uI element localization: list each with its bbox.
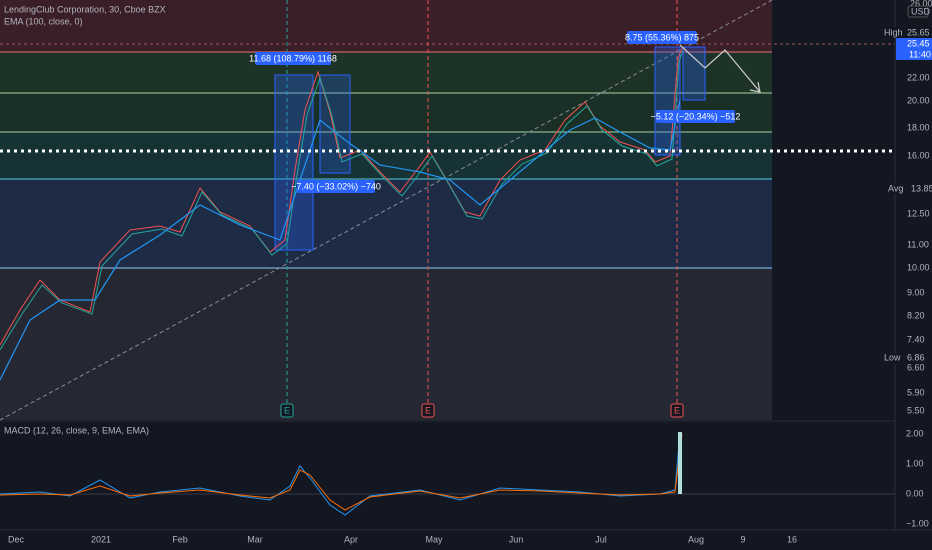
time-label: Jul: [595, 534, 607, 544]
price-label: 9.00: [907, 287, 925, 297]
macd-label: 2.00: [906, 428, 924, 438]
event-marker: [280, 403, 294, 418]
measure-label: 11.68 (108.79%) 1168: [249, 53, 337, 63]
measure-label-box: [297, 180, 375, 193]
price-label: 26.00: [910, 0, 932, 8]
macd-label: 0.00: [906, 488, 924, 498]
price-label: 18.00: [907, 122, 930, 132]
arrow-head: [749, 81, 761, 93]
measure-box: [682, 46, 706, 101]
currency-box: [907, 5, 929, 18]
zone-blue: [0, 179, 772, 268]
macd-line: [0, 431, 681, 516]
time-label: Mar: [247, 534, 263, 544]
high-value: 25.65: [907, 27, 930, 37]
price-label: 11.00: [907, 239, 929, 249]
time-label: 16: [787, 534, 797, 544]
measure-label-box: [255, 52, 331, 65]
macd-title: MACD (12, 26, close, 9, EMA, EMA): [4, 425, 149, 435]
high-label: High: [884, 27, 903, 37]
time-label: May: [425, 534, 443, 544]
zone-green-1: [0, 52, 772, 93]
event-label: E: [674, 405, 680, 415]
last-time: 11:40: [909, 49, 931, 59]
price-line-alt: [0, 49, 684, 351]
time-label: Feb: [172, 534, 188, 544]
indicator-title: EMA (100, close, 0): [4, 16, 83, 26]
event-label: E: [284, 405, 290, 415]
avg-label: Avg: [888, 183, 903, 193]
macd-label: −1.00: [906, 518, 929, 528]
symbol-title: LendingClub Corporation, 30, Cboe BZX: [4, 4, 166, 14]
ema-line: [0, 99, 681, 381]
measure-label: 8.75 (55.36%) 875: [625, 32, 699, 42]
price-label: 5.50: [907, 405, 925, 415]
time-label: Dec: [8, 534, 25, 544]
price-label: 8.20: [907, 310, 925, 320]
zone-teal: [0, 132, 772, 179]
event-marker: [670, 403, 684, 418]
price-label: 10.00: [907, 262, 930, 272]
price-label: 6.60: [907, 362, 925, 372]
price-label: 7.40: [907, 334, 925, 344]
low-tag: [880, 353, 932, 364]
event-marker: [421, 403, 435, 418]
price-label: 16.00: [907, 150, 930, 160]
zone-green-2: [0, 93, 772, 132]
measure-label-box: [656, 110, 735, 123]
currency: USD: [911, 6, 931, 16]
high-tag: [880, 27, 932, 38]
price-axis: [895, 0, 932, 550]
price-label: 5.90: [907, 387, 925, 397]
measure-label: −7.40 (−33.02%) −740: [291, 181, 381, 191]
projection-arrow: [679, 44, 761, 93]
measure-box: [274, 74, 314, 251]
macd-label: 1.00: [906, 458, 924, 468]
avg-tag: [884, 183, 932, 194]
time-label: Apr: [344, 534, 358, 544]
measure-label-box: [627, 31, 697, 44]
signal-line: [0, 433, 683, 511]
low-label: Low: [884, 352, 901, 362]
price-label: 20.00: [907, 95, 930, 105]
time-label: Aug: [688, 534, 704, 544]
zone-lines: [0, 43, 895, 269]
measure-label: −5.12 (−20.34%) −512: [651, 111, 741, 121]
price-label: 12.50: [907, 208, 930, 218]
price-label: 22.00: [907, 72, 930, 82]
event-label: E: [425, 405, 431, 415]
macd-histogram: [678, 432, 682, 494]
time-label: Jun: [509, 534, 524, 544]
last-price: 25.45: [907, 38, 930, 48]
low-value: 6.86: [907, 352, 925, 362]
last-price-tag: [896, 38, 932, 60]
zone-gray: [0, 268, 772, 420]
avg-value: 13.85: [911, 183, 932, 193]
time-label: 9: [740, 534, 745, 544]
time-label: 2021: [91, 534, 111, 544]
